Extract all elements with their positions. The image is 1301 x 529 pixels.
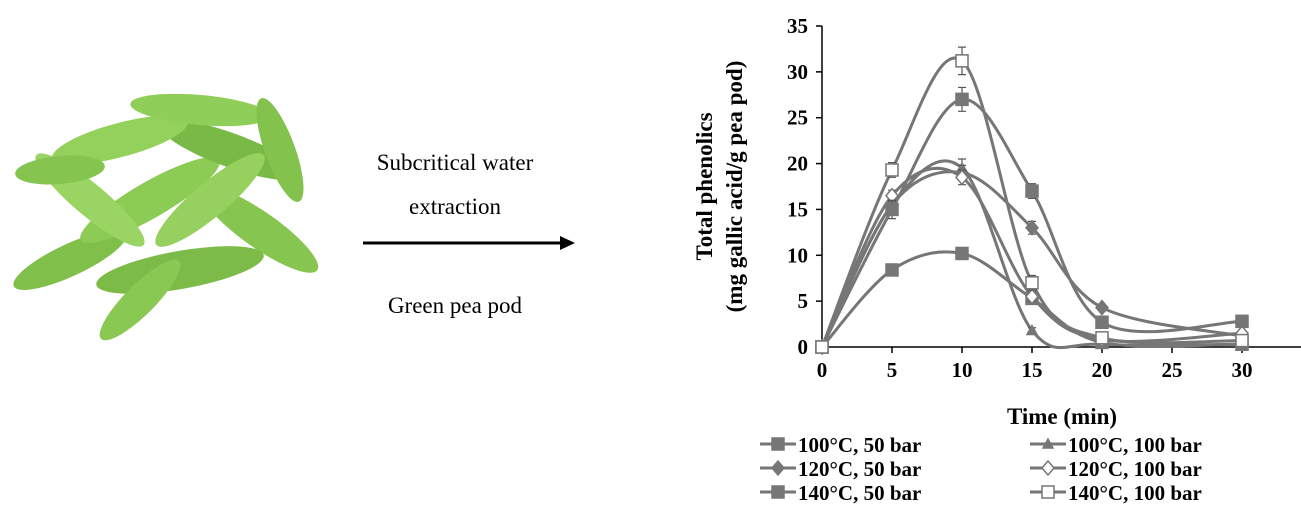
legend-label: 140°C, 100 bar	[1068, 481, 1202, 505]
marker	[1025, 219, 1039, 236]
arrow-head	[560, 236, 575, 250]
marker	[885, 163, 899, 177]
pea-pod-image	[13, 93, 319, 341]
x-tick-label: 10	[952, 358, 973, 382]
legend-label: 140°C, 50 bar	[798, 481, 921, 505]
y-tick-label: 25	[787, 106, 808, 130]
y-axis-title: (mg gallic acid/g pea pod)	[722, 61, 747, 313]
marker	[955, 246, 969, 261]
chart: 0510152025303505101520253035Time (min)To…	[692, 14, 1301, 505]
x-axis-title: Time (min)	[1007, 404, 1117, 429]
process-label: Subcritical water	[377, 150, 534, 175]
marker	[771, 459, 785, 477]
legend-label: 100°C, 100 bar	[1068, 433, 1202, 457]
x-tick-label: 15	[1022, 358, 1043, 382]
y-tick-label: 0	[798, 335, 809, 359]
x-tick-label: 20	[1092, 358, 1113, 382]
marker	[1095, 299, 1109, 316]
y-axis-title: Total phenolics	[692, 112, 717, 260]
series-line	[820, 170, 1243, 348]
marker	[1025, 276, 1039, 290]
x-tick-label: 5	[887, 358, 898, 382]
y-tick-label: 35	[787, 14, 808, 38]
legend-label: 100°C, 50 bar	[798, 433, 921, 457]
y-tick-label: 20	[787, 152, 808, 176]
marker	[955, 169, 969, 186]
marker	[1025, 288, 1039, 305]
y-tick-label: 30	[787, 60, 808, 84]
marker	[771, 485, 785, 499]
marker	[1095, 331, 1109, 345]
marker	[955, 92, 969, 107]
y-tick-label: 5	[798, 289, 809, 313]
y-tick-label: 10	[787, 243, 808, 267]
marker	[1235, 333, 1249, 348]
x-tick-label: 0	[817, 358, 828, 382]
sample-label: Green pea pod	[388, 293, 523, 318]
marker	[1235, 314, 1249, 329]
marker	[1025, 184, 1039, 198]
series-line	[820, 97, 1243, 348]
marker	[955, 54, 969, 68]
legend-label: 120°C, 100 bar	[1068, 457, 1202, 481]
marker	[885, 263, 899, 277]
marker	[1041, 459, 1055, 477]
marker	[1041, 437, 1055, 449]
process-label: extraction	[409, 194, 501, 219]
marker	[885, 202, 899, 217]
marker	[1025, 323, 1039, 336]
legend-label: 120°C, 50 bar	[798, 457, 921, 481]
x-tick-label: 25	[1162, 358, 1183, 382]
y-tick-label: 15	[787, 197, 808, 221]
x-tick-label: 30	[1232, 358, 1253, 382]
marker	[815, 340, 829, 354]
marker	[771, 437, 785, 451]
marker	[1095, 315, 1109, 329]
marker	[1041, 485, 1055, 499]
